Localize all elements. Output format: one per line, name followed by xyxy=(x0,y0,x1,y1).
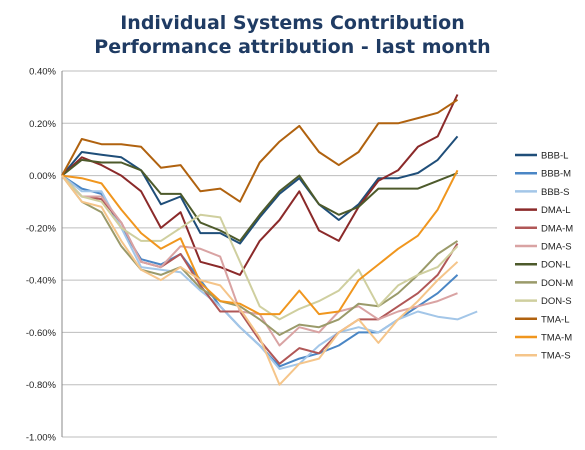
y-tick-label: -0.60% xyxy=(26,328,57,339)
legend-label: DMA-L xyxy=(541,205,571,216)
series-line-tma-s xyxy=(61,174,459,386)
series-line-tma-m xyxy=(61,169,459,316)
legend-label: BBB-L xyxy=(541,151,568,162)
series-line-bbb-s xyxy=(61,174,478,370)
legend: BBB-L BBB-M BBB-S DMA-L DMA-M DMA-S DON-L DON-M… xyxy=(515,151,573,362)
legend-item-tma-l: TMA-L xyxy=(515,314,570,325)
legend-label: TMA-M xyxy=(541,333,572,344)
legend-item-tma-m: TMA-M xyxy=(515,333,572,344)
chart-subtitle: Performance attribution - last month xyxy=(94,36,491,58)
legend-item-tma-s: TMA-S xyxy=(515,351,571,362)
series-line-don-m xyxy=(61,174,459,336)
legend-label: BBB-M xyxy=(541,169,571,180)
legend-item-don-l: DON-L xyxy=(515,260,571,271)
y-tick-label: 0.40% xyxy=(29,67,56,78)
legend-label: DMA-S xyxy=(541,242,572,253)
legend-label: DMA-M xyxy=(541,223,573,234)
legend-label: DON-L xyxy=(541,260,571,271)
series-line-tma-l xyxy=(61,98,459,203)
legend-item-dma-m: DMA-M xyxy=(515,223,573,234)
series-line-bbb-l xyxy=(61,135,459,245)
legend-item-bbb-m: BBB-M xyxy=(515,169,571,180)
legend-item-don-s: DON-S xyxy=(515,296,572,307)
series-line-don-l xyxy=(61,158,458,242)
legend-label: DON-S xyxy=(541,296,572,307)
series-line-dma-m xyxy=(61,174,459,365)
legend-item-bbb-l: BBB-L xyxy=(515,151,568,162)
legend-item-dma-s: DMA-S xyxy=(515,242,572,253)
series-line-dma-l xyxy=(61,94,459,276)
y-tick-label: -0.80% xyxy=(26,380,57,391)
y-tick-label: -1.00% xyxy=(26,433,57,444)
y-tick-label: 0.00% xyxy=(29,171,56,182)
legend-item-don-m: DON-M xyxy=(515,278,573,289)
legend-label: TMA-S xyxy=(541,351,571,362)
legend-label: DON-M xyxy=(541,278,573,289)
y-tick-label: 0.20% xyxy=(29,119,56,130)
series-lines xyxy=(61,94,478,386)
y-axis: 0.40% 0.20% 0.00% -0.20% -0.40% -0.60% -0.80% -… xyxy=(26,67,57,444)
series-line-don-s xyxy=(61,174,459,321)
y-tick-label: -0.40% xyxy=(26,276,57,287)
chart-title: Individual Systems Contribution xyxy=(120,12,465,34)
y-tick-label: -0.20% xyxy=(26,223,57,234)
legend-label: BBB-S xyxy=(541,187,570,198)
legend-item-bbb-s: BBB-S xyxy=(515,187,570,198)
legend-label: TMA-L xyxy=(541,314,570,325)
legend-item-dma-l: DMA-L xyxy=(515,205,571,216)
